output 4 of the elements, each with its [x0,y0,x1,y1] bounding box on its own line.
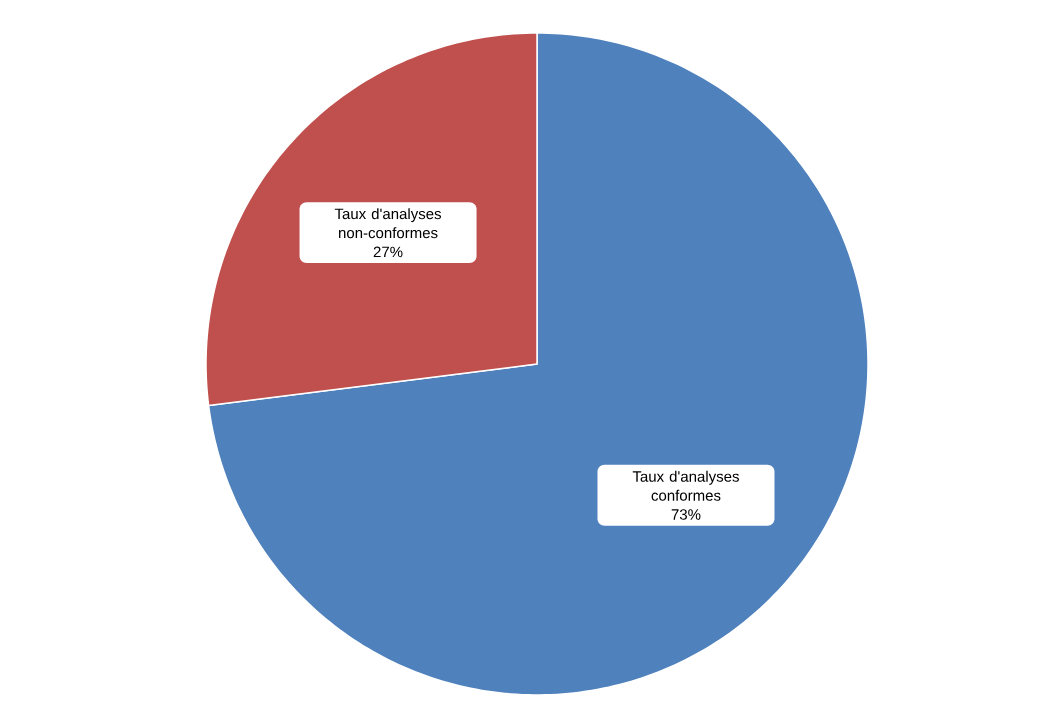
slice-label: Taux d'analyses conformes [632,470,739,501]
data-label: 27% [373,246,403,258]
data-label: 73% [671,509,701,520]
slice-label: Taux d'analyses non-conformes [334,208,442,239]
